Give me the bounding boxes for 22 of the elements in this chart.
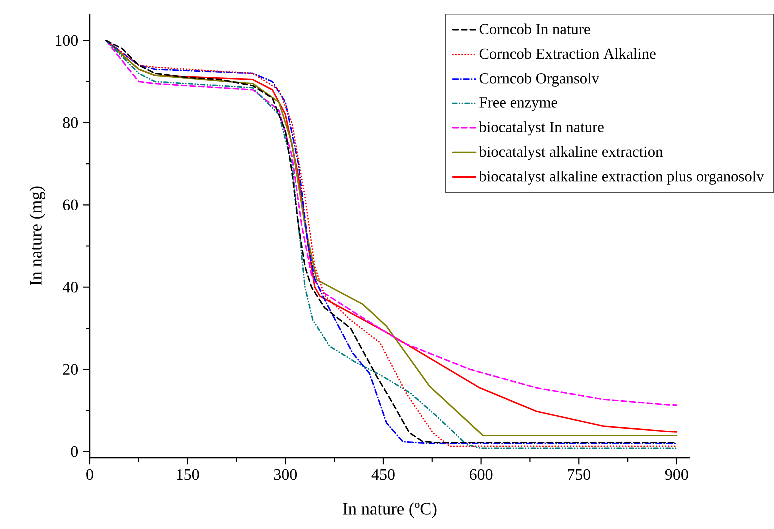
legend-label: biocatalyst In nature [479, 122, 604, 136]
x-tick-label: 0 [86, 469, 94, 480]
y-tick-label: 20 [63, 364, 78, 375]
x-tick-label: 150 [177, 469, 200, 480]
x-tick-label: 600 [470, 469, 493, 480]
y-tick-label: 100 [56, 35, 78, 46]
x-tick-label: 900 [665, 469, 688, 480]
legend-label: Corncob Extraction Alkaline [480, 48, 656, 60]
legend-label: Corncob In nature [480, 24, 590, 35]
y-tick-label: 60 [63, 200, 78, 211]
y-tick-label: 80 [63, 118, 78, 128]
y-axis-title: In nature (mg) [30, 186, 46, 286]
legend-label: biocatalyst alkaline extraction [479, 146, 663, 160]
legend-label: Corncob Organsolv [480, 73, 600, 87]
y-tick-label: 40 [62, 282, 78, 293]
x-tick-label: 300 [274, 469, 298, 480]
legend-label: Free enzyme [480, 98, 558, 111]
x-axis-title: In nature (ºC) [343, 502, 437, 518]
legend-label: biocatalyst alkaline extraction plus organosolv [479, 170, 764, 185]
y-tick-label: 0 [71, 446, 78, 458]
x-tick-label: 750 [568, 469, 591, 480]
x-tick-label: 450 [372, 469, 395, 480]
